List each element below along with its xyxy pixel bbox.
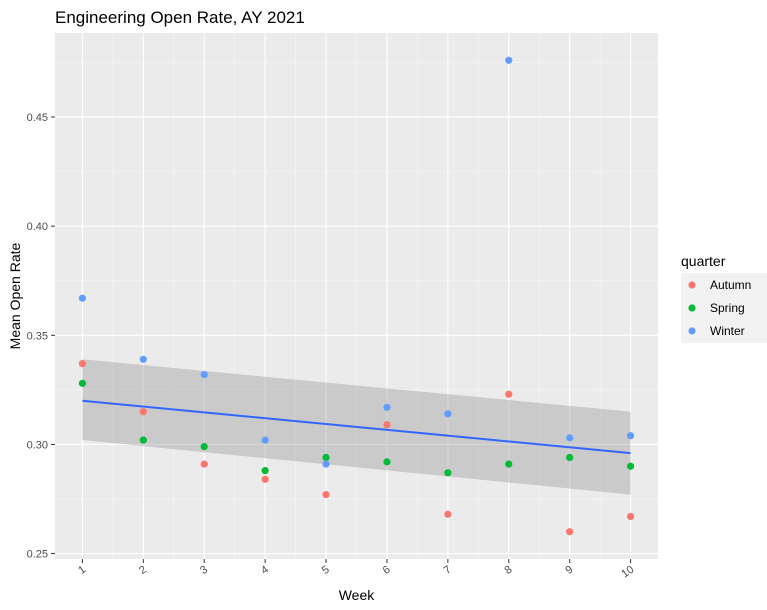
data-point-winter [566, 434, 574, 442]
data-point-spring [566, 453, 574, 462]
data-point-winter [139, 355, 147, 363]
trend-line [82, 399, 631, 455]
data-point-spring [200, 442, 208, 451]
data-point-autumn [261, 475, 269, 483]
y-tick-label: 0.35 [27, 330, 48, 342]
y-tick-label: 0.30 [27, 439, 48, 451]
legend-label-autumn: Autumn [710, 278, 751, 292]
x-tick-label: 7 [442, 564, 454, 577]
y-tick-label: 0.40 [27, 221, 48, 233]
data-point-autumn [505, 390, 513, 398]
x-tick-label: 10 [619, 564, 636, 581]
data-point-autumn [139, 408, 147, 416]
x-tick-label: 3 [198, 564, 210, 577]
data-point-autumn [444, 510, 452, 518]
x-axis: 1 2 3 4 5 6 7 8 9 10 [76, 559, 636, 580]
data-point-winter [261, 436, 269, 444]
x-axis-title: Week [339, 587, 376, 603]
data-point-autumn [78, 360, 87, 368]
legend-title: quarter [681, 253, 726, 269]
data-point-spring [444, 469, 452, 477]
data-point-autumn [566, 528, 574, 536]
data-point-winter [626, 432, 635, 440]
y-axis-title: Mean Open Rate [7, 242, 23, 349]
legend-key-winter [688, 327, 696, 335]
legend: quarter Autumn Spring Winter [681, 253, 767, 343]
data-point-winter [78, 294, 87, 302]
y-tick-label: 0.45 [27, 112, 48, 124]
data-point-winter [444, 410, 452, 418]
data-point-autumn [200, 460, 208, 468]
data-point-spring [505, 460, 513, 468]
y-axis: 0.25 0.30 0.35 0.40 0.45 [27, 112, 55, 561]
legend-label-spring: Spring [710, 301, 745, 315]
legend-label-winter: Winter [710, 324, 745, 338]
x-tick-label: 6 [381, 564, 393, 577]
data-point-winter [505, 56, 513, 64]
data-point-spring [261, 467, 269, 475]
data-point-spring [383, 458, 391, 466]
x-tick-label: 8 [503, 564, 515, 577]
x-tick-label: 4 [259, 564, 271, 577]
data-point-autumn [322, 491, 330, 499]
x-tick-label: 5 [320, 564, 332, 577]
data-point-spring [139, 436, 147, 444]
legend-key-spring [688, 304, 696, 312]
data-point-autumn [626, 512, 635, 521]
chart-title: Engineering Open Rate, AY 2021 [55, 8, 305, 27]
x-tick-label: 2 [137, 564, 149, 577]
data-point-spring [322, 453, 330, 462]
data-point-spring [78, 379, 87, 387]
x-tick-label: 9 [564, 564, 576, 577]
minor-gridlines [55, 33, 658, 559]
trend-line-layer [82, 399, 631, 455]
y-tick-label: 0.25 [27, 549, 48, 561]
x-tick-label: 1 [76, 564, 88, 577]
data-points-layer [78, 56, 635, 536]
data-point-winter [383, 403, 391, 411]
data-point-autumn [383, 421, 391, 429]
legend-key-autumn [688, 281, 696, 289]
data-point-winter [322, 460, 330, 468]
data-point-spring [626, 462, 635, 470]
data-point-winter [200, 370, 208, 379]
